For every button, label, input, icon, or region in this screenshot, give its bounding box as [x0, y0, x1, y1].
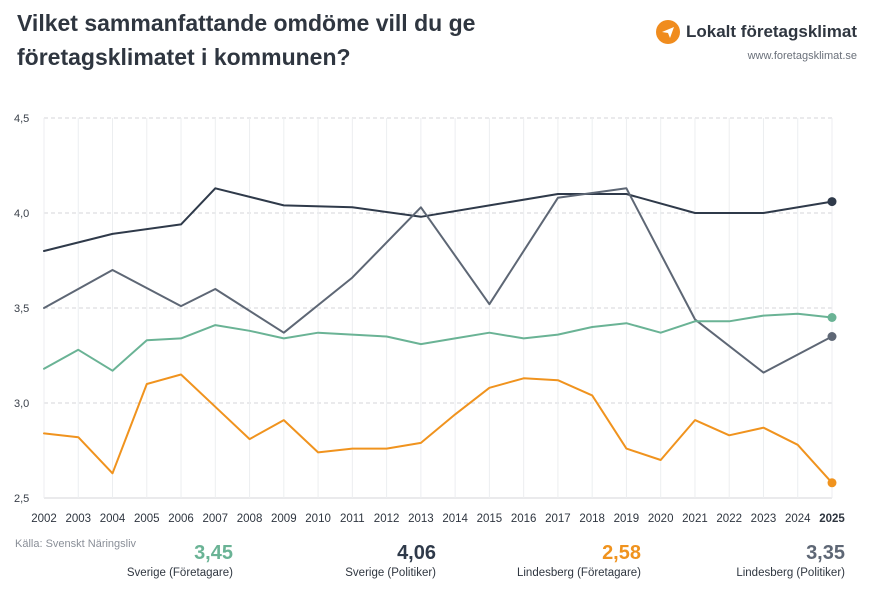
brand: Lokalt företagsklimat www.foretagsklimat… [656, 20, 857, 62]
source-note: Källa: Svenskt Näringsliv [15, 538, 137, 550]
series-line [43, 187, 833, 374]
x-tick-label: 2003 [65, 513, 91, 525]
summary-value: 4,06 [397, 542, 436, 564]
y-tick-label: 2,5 [14, 493, 29, 505]
chart-title: Vilket sammanfattande omdöme vill du ge … [17, 10, 476, 70]
x-tick-label: 2019 [614, 513, 640, 525]
x-tick-label: 2012 [374, 513, 400, 525]
series-end-point [827, 478, 837, 488]
summary-lindesberg-politiker: 3,35 Lindesberg (Politiker) [700, 541, 845, 579]
summary-value: 3,35 [806, 542, 845, 564]
y-tick-label: 3,0 [14, 398, 29, 410]
y-tick-label: 3,5 [14, 303, 29, 315]
x-tick-label: 2015 [477, 513, 503, 525]
plane-icon [656, 20, 680, 44]
x-tick-label: 2023 [751, 513, 777, 525]
summary-sverige-foretagare: 3,45 Sverige (Företagare) [110, 541, 233, 579]
y-tick-label: 4,5 [14, 113, 29, 125]
summary-value: 2,58 [602, 542, 641, 564]
x-tick-label: 2010 [305, 513, 331, 525]
summary-label: Lindesberg (Politiker) [736, 567, 845, 579]
x-tick-label: 2004 [100, 513, 126, 525]
x-tick-label: 2020 [648, 513, 674, 525]
x-tick-label: 2011 [340, 513, 365, 525]
x-tick-label: 2008 [237, 513, 263, 525]
x-tick-label: 2022 [716, 513, 742, 525]
x-tick-label: 2024 [785, 513, 811, 525]
y-tick-label: 4,0 [14, 208, 29, 220]
series-line [43, 187, 833, 252]
x-tick-label: 2009 [271, 513, 297, 525]
series-end-point [827, 332, 837, 341]
x-tick-label: 2016 [511, 513, 537, 525]
series-line [43, 312, 833, 372]
x-tick-label: 2006 [168, 513, 194, 525]
x-tick-label: 2013 [408, 513, 434, 525]
summary-lindesberg-foretagare: 2,58 Lindesberg (Företagare) [490, 541, 641, 579]
summary-value: 3,45 [194, 542, 233, 564]
x-tick-label: 2007 [203, 513, 229, 525]
brand-name: Lokalt företagsklimat [686, 22, 857, 41]
series-end-point [827, 313, 837, 322]
x-tick-label: 2021 [682, 513, 708, 525]
x-tick-label: 2025 [819, 513, 845, 525]
series-end-point [827, 197, 837, 207]
summary-label: Lindesberg (Företagare) [516, 567, 641, 579]
x-tick-label: 2014 [442, 513, 468, 525]
summary-label: Sverige (Politiker) [345, 567, 436, 579]
x-tick-label: 2005 [134, 513, 160, 525]
x-tick-label: 2002 [31, 513, 57, 525]
summary-sverige-politiker: 4,06 Sverige (Politiker) [320, 541, 436, 579]
x-tick-label: 2018 [579, 513, 605, 525]
brand-url[interactable]: www.foretagsklimat.se [747, 50, 857, 62]
summary-label: Sverige (Företagare) [126, 567, 233, 579]
series-line [43, 373, 833, 484]
x-tick-label: 2017 [545, 513, 571, 525]
